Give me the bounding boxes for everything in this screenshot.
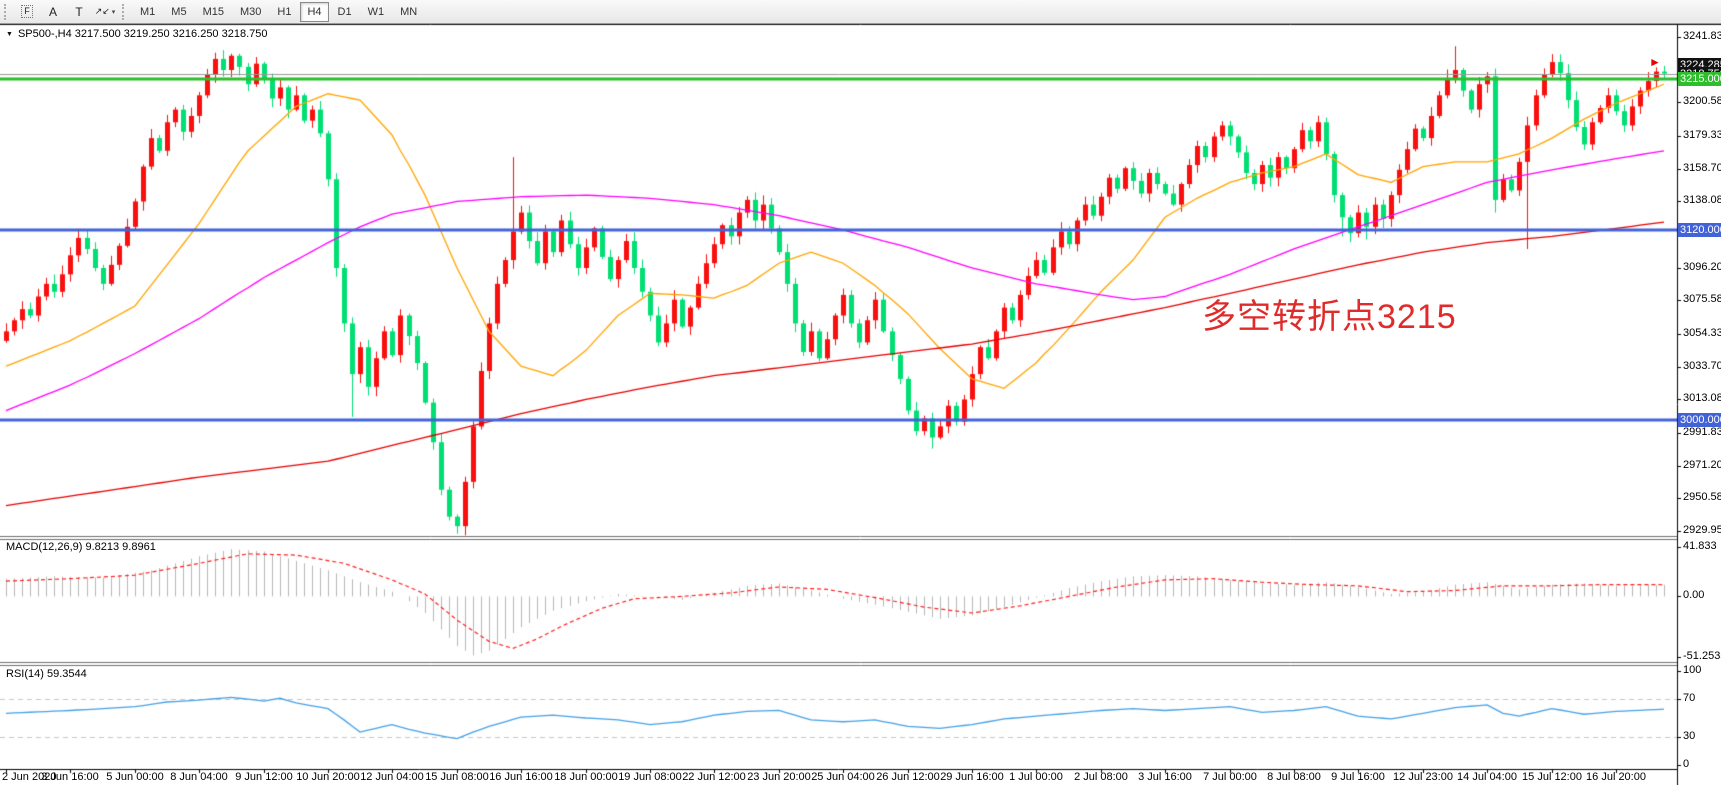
- price-scale-tick: 3013.080: [1683, 392, 1721, 404]
- collapse-arrow-icon[interactable]: ▼: [6, 31, 13, 38]
- timeframe-button-mn[interactable]: MN: [393, 2, 424, 22]
- timeframe-button-h1[interactable]: H1: [270, 2, 298, 22]
- time-axis-label: 2 Jul 08:00: [1074, 771, 1128, 783]
- symbol-ohlc-text: SP500-,H4 3217.500 3219.250 3216.250 321…: [17, 28, 268, 40]
- price-scale-tick: 2929.955: [1683, 524, 1721, 536]
- label-tool-icon: T: [75, 4, 83, 19]
- timeframe-button-m5[interactable]: M5: [164, 2, 193, 22]
- macd-indicator-label: MACD(12,26,9) 9.8213 9.8961: [6, 541, 156, 553]
- toolbar-drag-handle[interactable]: [4, 3, 9, 20]
- macd-scale-tick: 0.00: [1683, 589, 1705, 601]
- price-scale-tick: 3179.330: [1683, 129, 1721, 141]
- time-axis-label: 2 Jun 2020: [2, 771, 57, 783]
- timeframe-buttons-group: M1 M5 M15 M30 H1 H4 D1 W1 MN: [132, 1, 425, 22]
- timeframe-button-h4[interactable]: H4: [300, 1, 329, 22]
- time-axis-label: 16 Jun 16:00: [489, 771, 553, 783]
- time-axis-label: 29 Jun 16:00: [940, 771, 1004, 783]
- price-scale-tick: 2991.830: [1683, 426, 1721, 438]
- rsi-scale-tick: 70: [1683, 692, 1696, 704]
- chart-annotation-text[interactable]: 多空转折点3215: [1202, 298, 1457, 336]
- time-axis-label: 12 Jul 23:00: [1393, 771, 1453, 783]
- timeframe-button-m30[interactable]: M30: [233, 2, 268, 22]
- chevron-down-icon: ▾: [111, 8, 116, 16]
- time-axis-label: 9 Jun 12:00: [235, 771, 293, 783]
- price-scale-tick: 3096.205: [1683, 261, 1721, 273]
- time-axis-label: 3 Jun 16:00: [41, 771, 99, 783]
- timeframe-button-m15[interactable]: M15: [196, 2, 231, 22]
- fibonacci-tool-button[interactable]: F: [15, 2, 39, 22]
- price-scale-tick: 2971.205: [1683, 459, 1721, 471]
- rsi-indicator-label: RSI(14) 59.3544: [6, 668, 87, 680]
- symbol-ohlc-label: ▼ SP500-,H4 3217.500 3219.250 3216.250 32…: [6, 28, 268, 40]
- fibonacci-tool-icon: F: [21, 5, 33, 18]
- arrows-tool-button[interactable]: ↗↙ ▾: [93, 2, 117, 22]
- price-scale-tick: 3158.705: [1683, 162, 1721, 174]
- timeframe-button-d1[interactable]: D1: [331, 2, 359, 22]
- macd-scale-tick: 41.833: [1683, 540, 1717, 552]
- arrows-tool-icon: ↗↙: [94, 6, 110, 16]
- time-axis-label: 7 Jul 00:00: [1203, 771, 1257, 783]
- time-axis-label: 23 Jun 20:00: [747, 771, 811, 783]
- time-axis-label: 18 Jun 00:00: [554, 771, 618, 783]
- price-scale-tick: 3241.830: [1683, 30, 1721, 42]
- time-axis-label: 15 Jul 12:00: [1522, 771, 1582, 783]
- price-scale-tick: 3138.080: [1683, 194, 1721, 206]
- price-arrow-marker[interactable]: ►: [1649, 55, 1661, 69]
- text-tool-button[interactable]: A: [41, 2, 65, 22]
- time-axis-label: 25 Jun 04:00: [811, 771, 875, 783]
- timeframe-button-m1[interactable]: M1: [133, 2, 162, 22]
- time-axis-label: 1 Jul 00:00: [1009, 771, 1063, 783]
- rsi-scale-tick: 100: [1683, 664, 1702, 676]
- time-axis-label: 3 Jul 16:00: [1138, 771, 1192, 783]
- price-scale-tick: 3075.580: [1683, 293, 1721, 305]
- price-badge: 3120.000: [1678, 223, 1721, 237]
- price-scale-tick: 3054.330: [1683, 327, 1721, 339]
- macd-scale-tick: -51.2535: [1683, 650, 1721, 662]
- price-scale-tick: 2950.580: [1683, 491, 1721, 503]
- time-axis-label: 16 Jul 20:00: [1586, 771, 1646, 783]
- time-axis-label: 12 Jun 04:00: [360, 771, 424, 783]
- price-badge: 3215.000: [1678, 72, 1721, 86]
- price-badge: 3000.000: [1678, 413, 1721, 427]
- time-axis-label: 19 Jun 08:00: [618, 771, 682, 783]
- time-axis-label: 15 Jun 08:00: [425, 771, 489, 783]
- time-axis-label: 10 Jun 20:00: [296, 771, 360, 783]
- timeframe-toolbar-drag-handle[interactable]: [122, 3, 127, 20]
- time-axis-label: 5 Jun 00:00: [106, 771, 164, 783]
- price-scale-tick: 3200.580: [1683, 95, 1721, 107]
- label-tool-button[interactable]: T: [67, 2, 91, 22]
- rsi-scale-tick: 0: [1683, 758, 1690, 770]
- time-axis-label: 14 Jul 04:00: [1457, 771, 1517, 783]
- time-axis-label: 26 Jun 12:00: [876, 771, 940, 783]
- time-axis-label: 8 Jun 04:00: [170, 771, 228, 783]
- rsi-scale-tick: 30: [1683, 730, 1696, 742]
- drawing-tools-group: F A T ↗↙ ▾: [14, 2, 118, 22]
- time-axis-label: 9 Jul 16:00: [1331, 771, 1385, 783]
- price-scale-tick: 3033.705: [1683, 360, 1721, 372]
- toolbar: F A T ↗↙ ▾ M1 M5 M15 M30 H1 H4 D1 W1 MN: [0, 0, 1721, 24]
- text-tool-icon: A: [48, 4, 57, 19]
- time-axis-label: 8 Jul 08:00: [1267, 771, 1321, 783]
- time-axis-label: 22 Jun 12:00: [682, 771, 746, 783]
- timeframe-button-w1[interactable]: W1: [361, 2, 392, 22]
